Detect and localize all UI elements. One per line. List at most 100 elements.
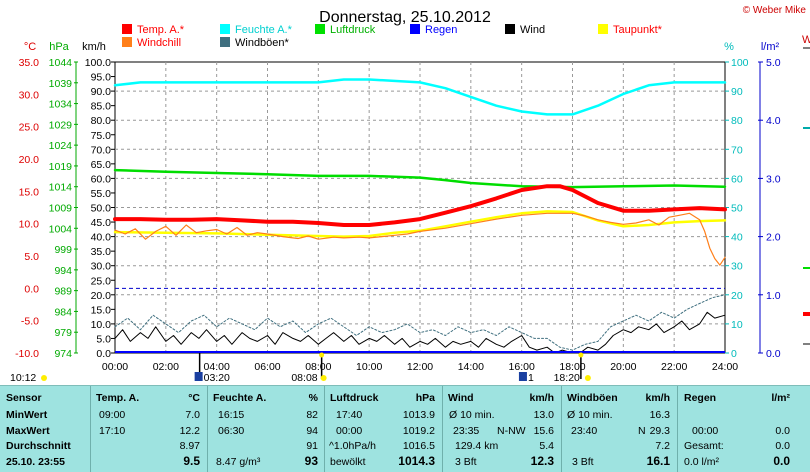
series-temp-a (113, 184, 727, 227)
legend-swatch (410, 24, 420, 34)
temp-tick-label: 15.0 (19, 186, 40, 198)
pressure-value: 1019.2 (402, 425, 435, 437)
rain-tick-label: 3.0 (766, 173, 781, 185)
row-label: Durchschnitt (6, 440, 71, 452)
wind-value: 12.3 (530, 454, 554, 468)
axes: 35.0 30.0 25.0 20.0 15.0 10.0 5.0 0.0 -5.0 -10.0 1… (15, 57, 781, 360)
x-tick-label: 00:00 (102, 361, 128, 373)
row-label: MinWert (6, 409, 48, 421)
sunset-time: 18:20 (554, 372, 580, 384)
speed-tick-label: 55.0 (91, 188, 112, 200)
speed-tick-label: 100.0 (85, 57, 111, 69)
sunrise-time: 03:20 (204, 372, 230, 384)
pressure-tick-label: 1034 (49, 99, 73, 111)
humidity-tick-label: 20 (731, 290, 743, 302)
pressure-trend: ^1.0hPa/h (329, 440, 376, 452)
humidity-time: 06:30 (218, 425, 245, 437)
humidity-absolute: 8.47 g/m³ (216, 456, 261, 468)
header-pressure-unit: hPa (415, 392, 435, 404)
pressure-tick-label: 1019 (49, 161, 73, 173)
speed-tick-label: 50.0 (91, 203, 112, 215)
header-sensor: Sensor (6, 392, 42, 404)
humidity-unit: % (724, 41, 734, 53)
speed-tick-label: 30.0 (91, 261, 112, 273)
col-divider (324, 386, 325, 472)
gust-value: 29.3 (649, 425, 670, 437)
speed-tick-label: 70.0 (91, 144, 112, 156)
legend-label: Windböen* (235, 37, 290, 49)
x-tick-label: 14:00 (458, 361, 484, 373)
series-windb-en (114, 294, 726, 351)
pressure-tick-label: 984 (54, 306, 72, 318)
speed-tick-label: 5.0 (96, 333, 111, 345)
moonrise-icon (320, 375, 327, 381)
humidity-value: 94 (306, 425, 318, 437)
x-tick-label: 16:00 (509, 361, 535, 373)
pressure-tick-label: 994 (54, 265, 72, 277)
x-tick-label: 10:00 (356, 361, 382, 373)
header-rain-unit: l/m² (771, 392, 790, 404)
col-divider (442, 386, 443, 472)
humidity-tick-label: 90 (731, 86, 743, 98)
sun-markers: 03:20 08:08 18:20 1 10:12 (10, 352, 591, 384)
temp-tick-label: 35.0 (19, 57, 40, 69)
pressure-time: 00:00 (336, 425, 363, 437)
wind-value: 15.6 (533, 425, 554, 437)
speed-tick-label: 15.0 (91, 304, 112, 316)
gust-value: 7.2 (655, 440, 670, 452)
moon-icon (518, 372, 527, 381)
speed-tick-label: 20.0 (91, 290, 112, 302)
temp-value: 7.0 (185, 409, 200, 421)
header-wind: Wind (448, 392, 474, 404)
wind-direction: N-NW (497, 425, 526, 437)
row-label: MaxWert (6, 425, 50, 437)
legend-label: Feuchte A.* (235, 24, 293, 36)
humidity-tick-label: 50 (731, 203, 743, 215)
humidity-tick-label: 100 (731, 57, 749, 69)
sun-marker (578, 352, 584, 358)
x-tick-label: 08:00 (305, 361, 331, 373)
wind-info: 3 Bft (455, 456, 477, 468)
temp-tick-label: -5.0 (21, 316, 39, 328)
chart-title: Donnerstag, 25.10.2012 (319, 9, 491, 26)
header-gust-unit: km/h (645, 392, 670, 404)
pressure-unit: hPa (49, 41, 69, 53)
statistics-table: Sensor Temp. A. °C Feuchte A. % Luftdruc… (0, 385, 810, 472)
speed-tick-label: 75.0 (91, 130, 112, 142)
pressure-time: 17:40 (336, 409, 363, 421)
pressure-tick-label: 1004 (49, 223, 73, 235)
temp-time: 17:10 (99, 425, 126, 437)
speed-tick-label: 90.0 (91, 86, 112, 98)
wind-info: 23:35 (453, 425, 480, 437)
header-humidity-unit: % (308, 392, 318, 404)
x-tick-label: 04:00 (204, 361, 230, 373)
series-luftdruck (113, 168, 727, 189)
gust-value: 16.1 (646, 454, 670, 468)
temp-value: 8.97 (179, 440, 200, 452)
pressure-value: 1016.5 (402, 440, 435, 452)
gust-info: 3 Bft (572, 456, 594, 468)
legend-swatch (598, 24, 608, 34)
temp-tick-label: 0.0 (24, 283, 39, 295)
speed-tick-label: 60.0 (91, 173, 112, 185)
humidity-value: 91 (306, 440, 318, 452)
temp-tick-label: 5.0 (24, 251, 39, 263)
humidity-tick-label: 30 (731, 261, 743, 273)
pressure-tick-label: 1044 (49, 57, 73, 69)
header-humidity: Feuchte A. (213, 392, 267, 404)
humidity-tick-label: 70 (731, 144, 743, 156)
temp-tick-label: 30.0 (19, 89, 40, 101)
speed-tick-label: 80.0 (91, 115, 112, 127)
legend-label: Wind (520, 24, 545, 36)
pressure-value: 1014.3 (398, 454, 435, 468)
rain-tick-label: 2.0 (766, 232, 781, 244)
sunset-icon (584, 375, 591, 381)
wind-value: 13.0 (533, 409, 554, 421)
temp-time: 09:00 (99, 409, 126, 421)
series-wind (114, 311, 726, 354)
moon-marker (319, 352, 325, 358)
speed-tick-label: 65.0 (91, 159, 112, 171)
axis-units: °C hPa km/h % l/m² (24, 41, 780, 53)
humidity-value: 82 (306, 409, 318, 421)
partial-legend-char: W (802, 34, 810, 46)
